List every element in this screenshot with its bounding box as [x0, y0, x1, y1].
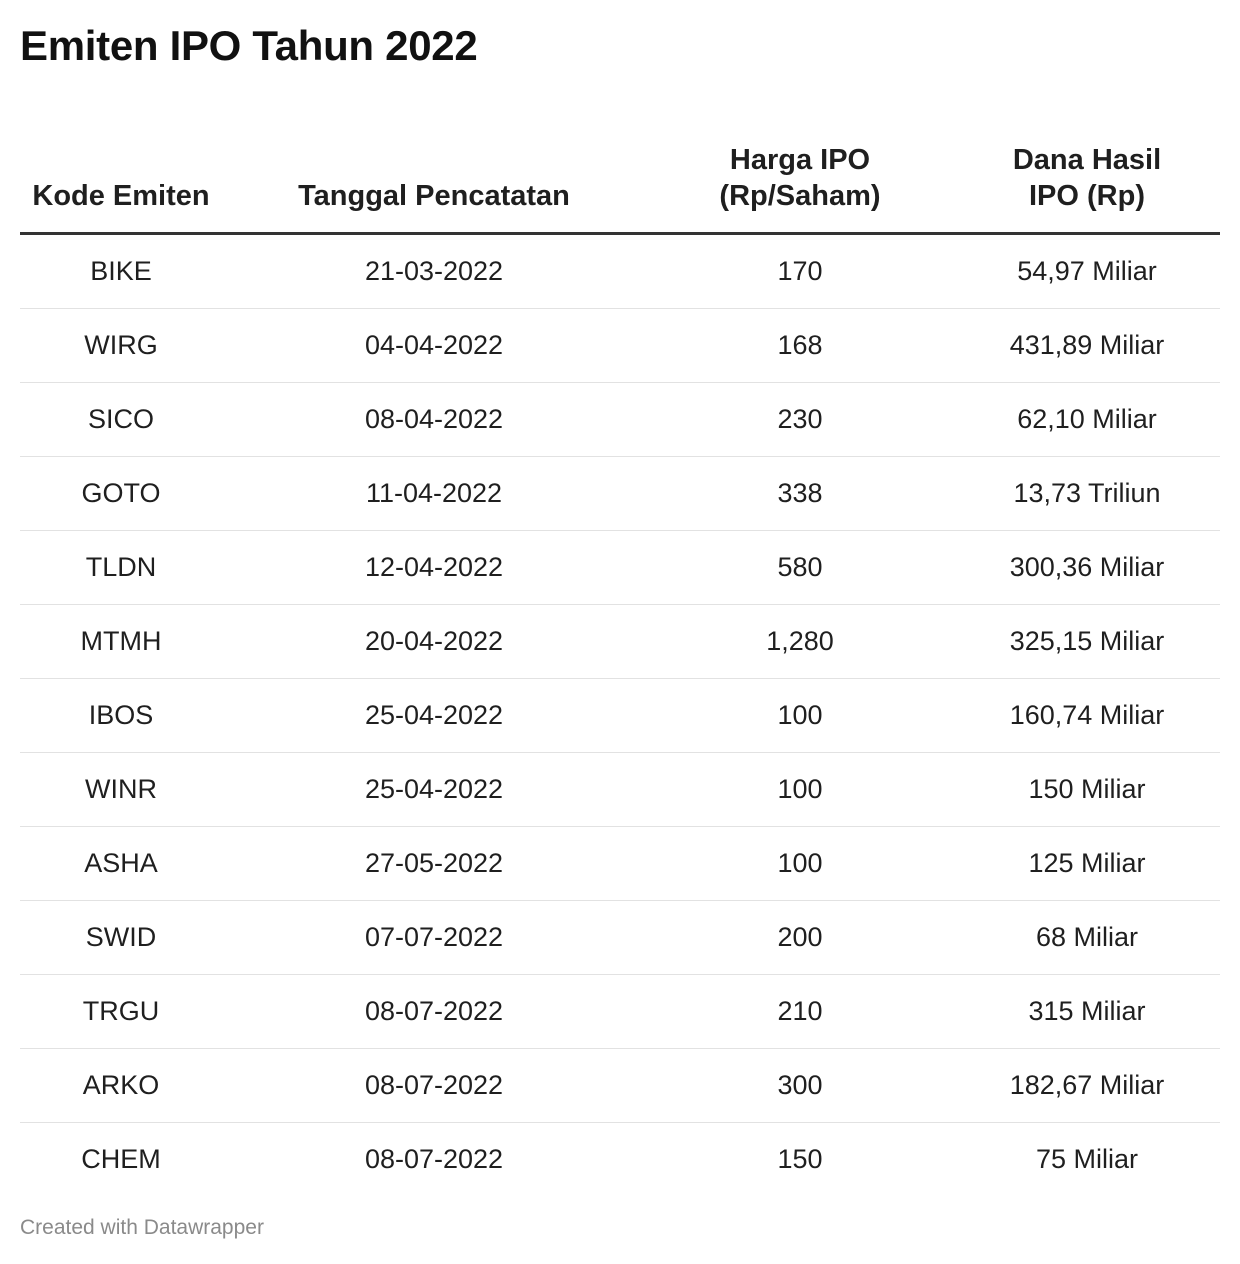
table-row: GOTO 11-04-2022 338 13,73 Triliun: [20, 456, 1220, 531]
table-row: CHEM 08-07-2022 150 75 Miliar: [20, 1123, 1220, 1197]
table-row: WIRG 04-04-2022 168 431,89 Miliar: [20, 308, 1220, 383]
cell-harga-ipo: 100: [646, 678, 954, 753]
header-line: (Rp/Saham): [719, 180, 881, 212]
cell-tanggal-pencatatan: 25-04-2022: [222, 678, 646, 753]
cell-dana-hasil-ipo: 325,15 Miliar: [954, 604, 1220, 679]
cell-dana-hasil-ipo: 315 Miliar: [954, 974, 1220, 1049]
header-harga-ipo[interactable]: Harga IPO (Rp/Saham): [646, 120, 954, 235]
cell-kode-emiten: BIKE: [20, 233, 222, 309]
cell-tanggal-pencatatan: 07-07-2022: [222, 900, 646, 975]
chart-title: Emiten IPO Tahun 2022: [20, 22, 478, 69]
table-row: SWID 07-07-2022 200 68 Miliar: [20, 900, 1220, 975]
table-row: ASHA 27-05-2022 100 125 Miliar: [20, 826, 1220, 901]
cell-tanggal-pencatatan: 25-04-2022: [222, 752, 646, 827]
cell-tanggal-pencatatan: 08-07-2022: [364, 1144, 504, 1174]
cell-harga-ipo: 210: [646, 974, 954, 1049]
cell-dana-hasil-ipo: 300,36 Miliar: [954, 530, 1220, 605]
header-dana-hasil-ipo[interactable]: Dana Hasil IPO (Rp): [954, 120, 1220, 235]
header-line: Dana Hasil: [1012, 144, 1162, 176]
cell-tanggal-pencatatan: 21-03-2022: [222, 233, 646, 309]
header-kode-emiten[interactable]: Kode Emiten: [20, 120, 222, 235]
table-row: BIKE 21-03-2022 170 54,97 Miliar: [20, 233, 1220, 309]
table-body: BIKE 21-03-2022 170 54,97 Miliar WIRG 04-04-2…: [20, 233, 1220, 1197]
cell-tanggal-pencatatan: 11-04-2022: [222, 456, 646, 531]
cell-kode-emiten: CHEM: [81, 1144, 161, 1174]
cell-harga-ipo: 580: [646, 530, 954, 605]
table-row: TLDN 12-04-2022 580 300,36 Miliar: [20, 530, 1220, 605]
cell-kode-emiten: ARKO: [20, 1048, 222, 1123]
cell-kode-emiten: SWID: [20, 900, 222, 975]
footer-credit: Created with Datawrapper: [20, 1216, 264, 1239]
cell-kode-emiten: ASHA: [20, 826, 222, 901]
cell-harga-ipo: 100: [646, 752, 954, 827]
header-line: Tanggal Pencatatan: [298, 180, 570, 212]
header-line: Harga IPO: [729, 144, 871, 176]
cell-kode-emiten: TRGU: [20, 974, 222, 1049]
cell-harga-ipo: 300: [646, 1048, 954, 1123]
cell-tanggal-pencatatan: 12-04-2022: [222, 530, 646, 605]
cell-kode-emiten: TLDN: [20, 530, 222, 605]
cell-dana-hasil-ipo: 160,74 Miliar: [954, 678, 1220, 753]
cell-harga-ipo: 170: [646, 233, 954, 309]
cell-tanggal-pencatatan: 20-04-2022: [222, 604, 646, 679]
table-header-row: Kode Emiten Tanggal Pencatatan Harga IPO…: [20, 120, 1220, 235]
cell-dana-hasil-ipo: 13,73 Triliun: [954, 456, 1220, 531]
cell-kode-emiten: MTMH: [20, 604, 222, 679]
header-tanggal-pencatatan[interactable]: Tanggal Pencatatan: [222, 120, 646, 235]
cell-kode-emiten: IBOS: [20, 678, 222, 753]
cell-harga-ipo: 1,280: [646, 604, 954, 679]
cell-kode-emiten: GOTO: [20, 456, 222, 531]
cell-kode-emiten: WINR: [20, 752, 222, 827]
cell-harga-ipo: 230: [646, 382, 954, 457]
cell-dana-hasil-ipo: 54,97 Miliar: [954, 233, 1220, 309]
table-row: MTMH 20-04-2022 1,280 325,15 Miliar: [20, 604, 1220, 679]
cell-dana-hasil-ipo: 182,67 Miliar: [954, 1048, 1220, 1123]
cell-dana-hasil-ipo: 150 Miliar: [954, 752, 1220, 827]
table-row: IBOS 25-04-2022 100 160,74 Miliar: [20, 678, 1220, 753]
table-row: TRGU 08-07-2022 210 315 Miliar: [20, 974, 1220, 1049]
header-line: Kode Emiten: [32, 180, 210, 212]
cell-kode-emiten: SICO: [20, 382, 222, 457]
cell-dana-hasil-ipo: 125 Miliar: [954, 826, 1220, 901]
header-line: IPO (Rp): [1029, 180, 1145, 212]
cell-dana-hasil-ipo: 62,10 Miliar: [954, 382, 1220, 457]
ipo-table: Kode Emiten Tanggal Pencatatan Harga IPO…: [20, 120, 1220, 1196]
cell-harga-ipo: 200: [646, 900, 954, 975]
table-row: ARKO 08-07-2022 300 182,67 Miliar: [20, 1048, 1220, 1123]
table-row: SICO 08-04-2022 230 62,10 Miliar: [20, 382, 1220, 457]
cell-harga-ipo: 338: [646, 456, 954, 531]
cell-harga-ipo: 150: [777, 1144, 823, 1174]
table-row: WINR 25-04-2022 100 150 Miliar: [20, 752, 1220, 827]
cell-kode-emiten: WIRG: [20, 308, 222, 383]
cell-dana-hasil-ipo: 68 Miliar: [954, 900, 1220, 975]
cell-tanggal-pencatatan: 27-05-2022: [222, 826, 646, 901]
cell-dana-hasil-ipo: 75 Miliar: [1035, 1144, 1139, 1174]
cell-tanggal-pencatatan: 08-04-2022: [222, 382, 646, 457]
cell-dana-hasil-ipo: 431,89 Miliar: [954, 308, 1220, 383]
cell-harga-ipo: 100: [646, 826, 954, 901]
cell-harga-ipo: 168: [646, 308, 954, 383]
cell-tanggal-pencatatan: 08-07-2022: [222, 974, 646, 1049]
cell-tanggal-pencatatan: 04-04-2022: [222, 308, 646, 383]
cell-tanggal-pencatatan: 08-07-2022: [222, 1048, 646, 1123]
